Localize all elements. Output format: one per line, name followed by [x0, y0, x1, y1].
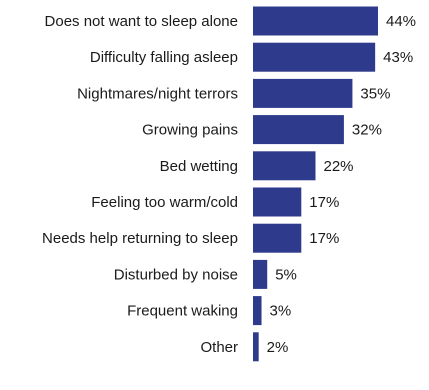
category-label: Needs help returning to sleep [42, 230, 238, 247]
category-label: Difficulty falling asleep [90, 49, 238, 66]
category-label: Frequent waking [127, 303, 238, 320]
category-label: Other [200, 339, 238, 356]
bar [253, 42, 376, 72]
category-label: Growing pains [142, 122, 238, 139]
bar [253, 259, 268, 289]
category-label: Disturbed by noise [114, 266, 238, 283]
value-label: 44% [386, 13, 416, 30]
value-label: 22% [324, 158, 354, 175]
bar [253, 151, 316, 181]
bar [253, 296, 262, 326]
value-label: 2% [267, 339, 289, 356]
bar [253, 6, 378, 36]
category-labels: Does not want to sleep alone Difficulty f… [42, 13, 238, 356]
value-label: 17% [309, 230, 339, 247]
bar [253, 187, 302, 217]
bar [253, 115, 344, 145]
bar [253, 332, 259, 362]
category-label: Nightmares/night terrors [77, 85, 238, 102]
category-label: Feeling too warm/cold [91, 194, 238, 211]
value-labels: 44% 43% 35% 32% 22% 17% 17% 5% 3% 2% [267, 13, 416, 356]
category-label: Bed wetting [160, 158, 238, 175]
value-label: 5% [275, 266, 297, 283]
bars [253, 6, 378, 362]
value-label: 43% [383, 49, 413, 66]
value-label: 3% [270, 303, 292, 320]
bar [253, 78, 353, 108]
category-label: Does not want to sleep alone [45, 13, 238, 30]
value-label: 35% [360, 85, 390, 102]
value-label: 32% [352, 122, 382, 139]
bar [253, 223, 302, 253]
value-label: 17% [309, 194, 339, 211]
